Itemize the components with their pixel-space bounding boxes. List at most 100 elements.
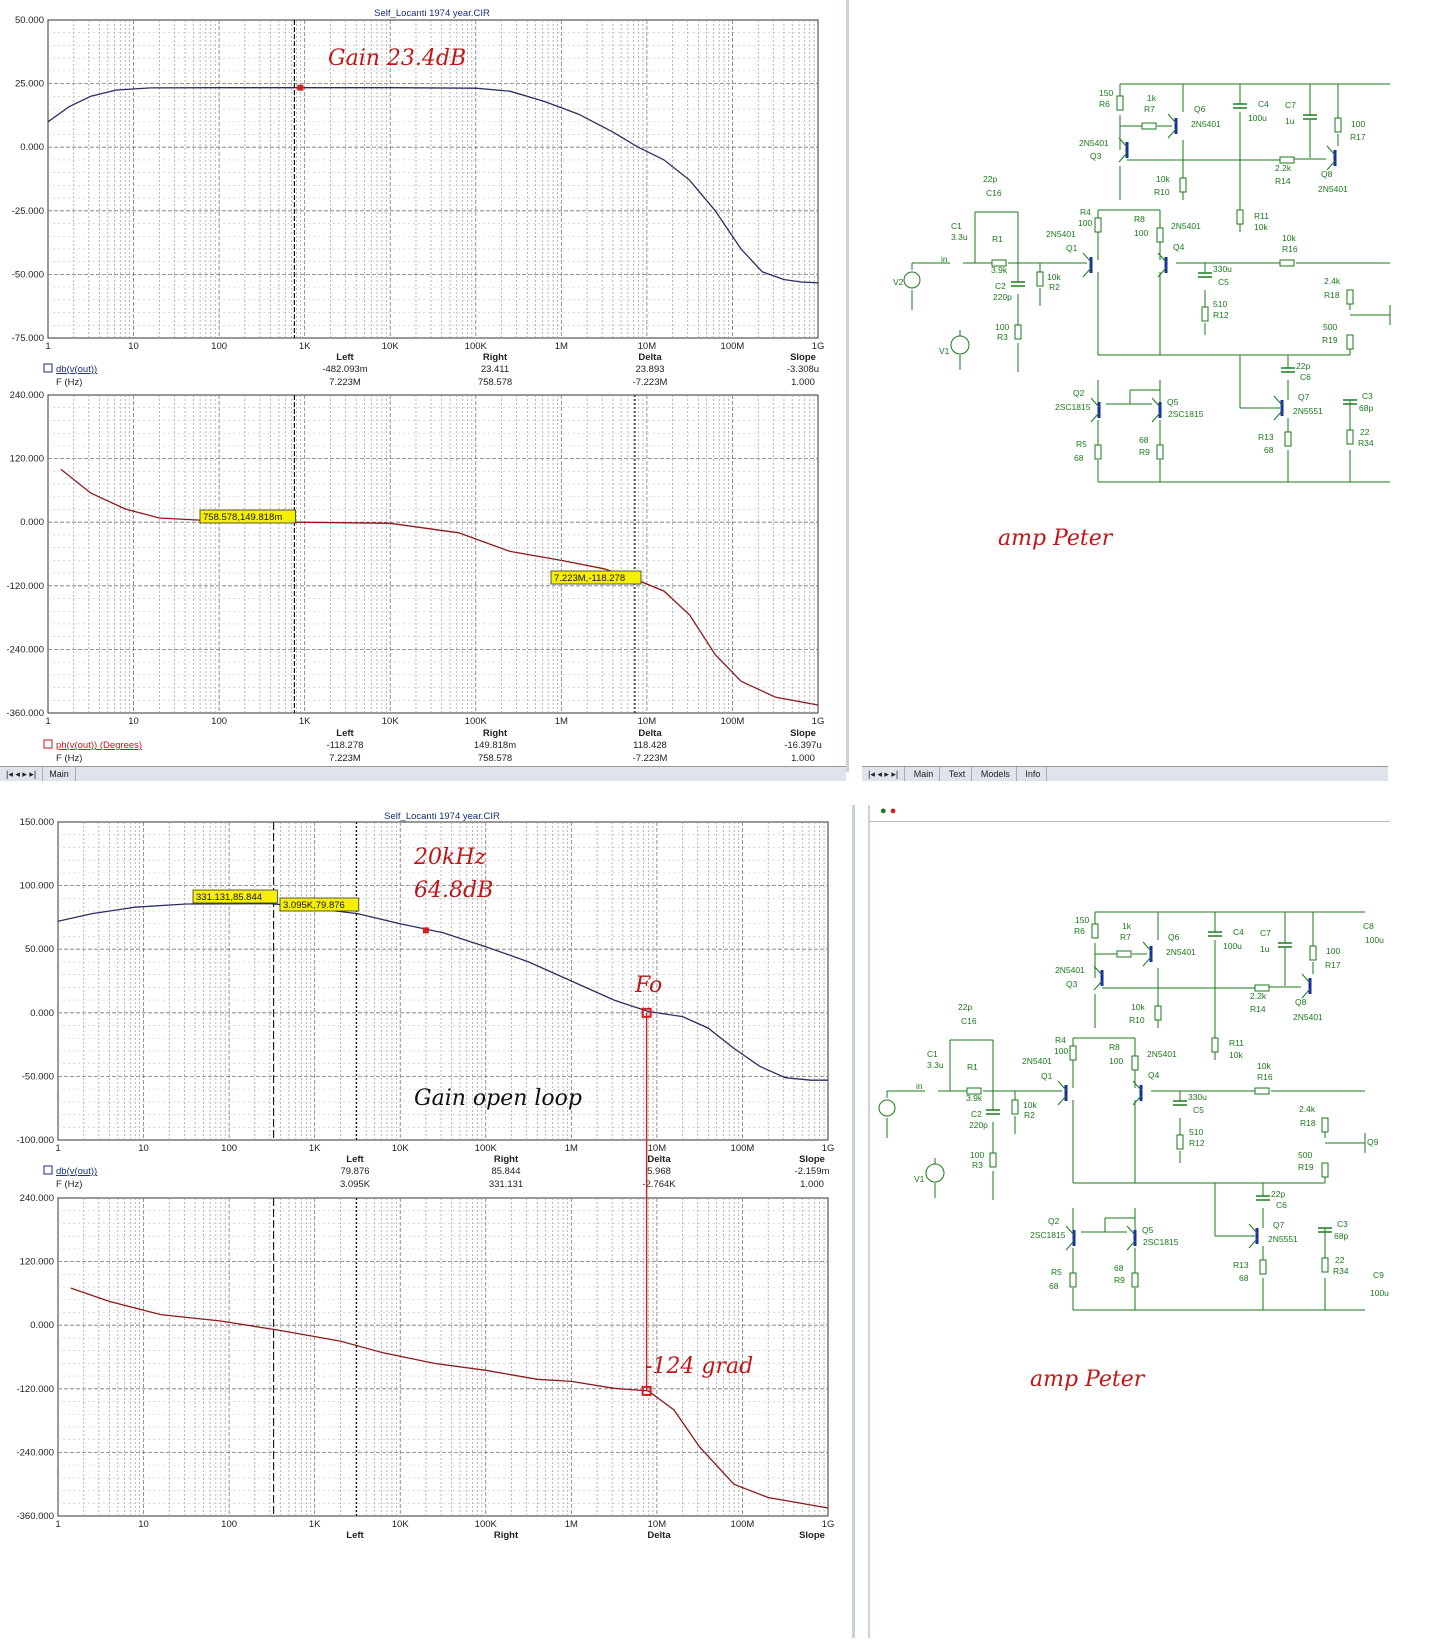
schematic-bottom-component-label: R10	[1129, 1015, 1145, 1025]
schematic-top-source-v2-icon	[903, 271, 921, 289]
mag-top-readout-value: 758.578	[478, 377, 512, 388]
bode-plot-bottom[interactable]: Self_Locanti 1974 year.CIR150.000100.000…	[0, 805, 852, 1638]
schematic-bottom-component-label: C1	[927, 1049, 938, 1059]
schematic-bottom-component-label: Q6	[1168, 932, 1180, 942]
schematic-top-resistor	[1279, 156, 1295, 164]
phase-top-xtick-label: 1	[45, 716, 50, 727]
annotation-fo: Fo	[635, 973, 663, 998]
schematic-top-component-label: Q7	[1298, 392, 1310, 402]
schematic-bottom-component-label: Q2	[1048, 1216, 1060, 1226]
mag-bot-xtick-label: 100	[221, 1143, 237, 1154]
schematic-bottom-transistor-lead	[1301, 973, 1311, 984]
mag-top-legend-f: F (Hz)	[56, 377, 82, 388]
marker-gain	[297, 84, 304, 91]
schematic-top-component-label: 10k	[1156, 174, 1170, 184]
schematic-bottom-component-label: 10k	[1229, 1050, 1243, 1060]
tab-main[interactable]: Main	[43, 767, 76, 781]
schematic-caption-bottom: amp Peter	[1030, 1367, 1145, 1392]
schematic-bottom-resistor	[1154, 1005, 1162, 1021]
phase-trace	[70, 1287, 829, 1509]
schematic-bottom-component-label: R11	[1229, 1038, 1244, 1048]
schematic-bottom-component-label: R19	[1298, 1162, 1314, 1172]
schematic-top-resistor	[1036, 271, 1044, 287]
schematic-top-component-label: 2.2k	[1275, 163, 1292, 173]
nav-arrows[interactable]: |◂ ◂ ▸ ▸|	[0, 767, 44, 781]
schematic-bottom-component-label: C16	[961, 1016, 977, 1026]
schematic-bottom-component-label: Q5	[1142, 1225, 1154, 1235]
stop-icon[interactable]: ●	[886, 805, 897, 817]
schematic-top-resistor	[1141, 122, 1157, 130]
schematic-bottom-component-label: 2SC1815	[1143, 1237, 1179, 1247]
schematic-bottom-component-label: R12	[1189, 1138, 1205, 1148]
schematic-bottom-component-label: Q3	[1066, 979, 1078, 989]
phase-top-ytick-label: -360.000	[6, 708, 44, 719]
schematic-top-component-label: R5	[1076, 439, 1087, 449]
mag-top-xtick-label: 1G	[812, 341, 825, 352]
schematic-top-component-label: 220p	[993, 292, 1012, 302]
schematic-bottom-component-label: C2	[971, 1109, 982, 1119]
schematic-top-transistor-lead	[1118, 137, 1128, 148]
gain-trace	[47, 87, 819, 284]
schematic-top-component-label: Q4	[1173, 242, 1185, 252]
phase-top-readout-value: 758.578	[478, 753, 512, 764]
schematic-bottom-component-label: in	[916, 1081, 923, 1091]
mag-bot-xtick-label: 10	[138, 1143, 149, 1154]
schematic-top-component-label: C6	[1300, 372, 1311, 382]
schematic-bottom-resistor	[966, 1087, 982, 1095]
schematic-top-resistor	[1116, 95, 1124, 111]
schematic-bottom-component-label: 100u	[1370, 1288, 1389, 1298]
mag-bot-readout-header: Slope	[799, 1154, 825, 1165]
schematic-bottom-transistor-lead	[1126, 1225, 1136, 1236]
schematic-bottom-component-label: R6	[1074, 926, 1085, 936]
bode-plot-top[interactable]: Self_Locanti 1974 year.CIR 50.000 25.000 0.…	[0, 0, 846, 772]
schematic-top-component-label: 3.3u	[951, 232, 968, 242]
schematic-bottom-component-label: R2	[1024, 1110, 1035, 1120]
phase-bot-ytick-label: 240.000	[20, 1193, 54, 1204]
phase-top-readout-value: -7.223M	[633, 753, 668, 764]
mag-top-ytick-label: -25.000	[12, 206, 44, 217]
schematic-top-transistor-lead	[1273, 410, 1283, 421]
tab-info[interactable]: Info	[1019, 767, 1048, 781]
schematic-top-source-v1-icon	[950, 335, 970, 355]
tab-models[interactable]: Models	[975, 767, 1017, 781]
schematic-bottom-resistor	[1254, 984, 1270, 992]
schematic-top-component-label: 22p	[983, 174, 997, 184]
schematic-bottom-component-label: R14	[1250, 1004, 1266, 1014]
schematic-top-transistor-lead	[1326, 145, 1336, 156]
cursor-tag-text: 331.131,85.844	[196, 892, 262, 903]
schematic-toolbar[interactable]: ● ●	[870, 805, 1390, 822]
schematic-top-component-label: 68	[1074, 453, 1084, 463]
phase-top-ytick-label: -120.000	[6, 581, 44, 592]
toolbar-icons[interactable]: ●	[880, 805, 887, 817]
schematic-top-component-label: 100	[1078, 218, 1092, 228]
schematic-bottom-component-label: 220p	[969, 1120, 988, 1130]
phase-bot-xtick-label: 1M	[565, 1519, 578, 1530]
tab-main[interactable]: Main	[908, 767, 941, 781]
plot-tabbar-top: |◂ ◂ ▸ ▸| Main	[0, 766, 846, 781]
mag-bot-xtick-label: 10K	[392, 1143, 410, 1154]
schematic-bottom-component-label: 2N5401	[1166, 947, 1196, 957]
schematic-top-component-label: 100	[1134, 228, 1148, 238]
phase-top-xtick-label: 1G	[812, 716, 825, 727]
schematic-top-component-label: 3.9k	[991, 265, 1008, 275]
schematic-bottom-component-label: 2SC1815	[1030, 1230, 1066, 1240]
mag-bot-xtick-label: 100M	[731, 1143, 755, 1154]
schematic-bottom-resistor	[1309, 945, 1317, 961]
mag-bot-ytick-label: -50.000	[22, 1071, 54, 1082]
mag-top-xtick-label: 100	[211, 341, 227, 352]
mag-bot-readout-value: -2.764K	[642, 1179, 676, 1190]
tab-text[interactable]: Text	[943, 767, 973, 781]
schematic-top-component-label: Q3	[1090, 151, 1102, 161]
marker-20khz	[422, 927, 429, 934]
mag-top-frame	[47, 19, 819, 339]
mag-bot-legend-f: F (Hz)	[56, 1179, 82, 1190]
nav-arrows[interactable]: |◂ ◂ ▸ ▸|	[862, 767, 906, 781]
schematic-bottom-component-label: V1	[914, 1174, 925, 1184]
schematic-bottom-component-label: Q1	[1041, 1071, 1053, 1081]
schematic-window-bottom: ● ●	[868, 805, 1390, 1638]
schematic-bottom-component-label: 500	[1298, 1150, 1312, 1160]
schematic-top-resistor	[1346, 334, 1354, 350]
schematic-bottom-source-v1-icon	[925, 1163, 945, 1183]
